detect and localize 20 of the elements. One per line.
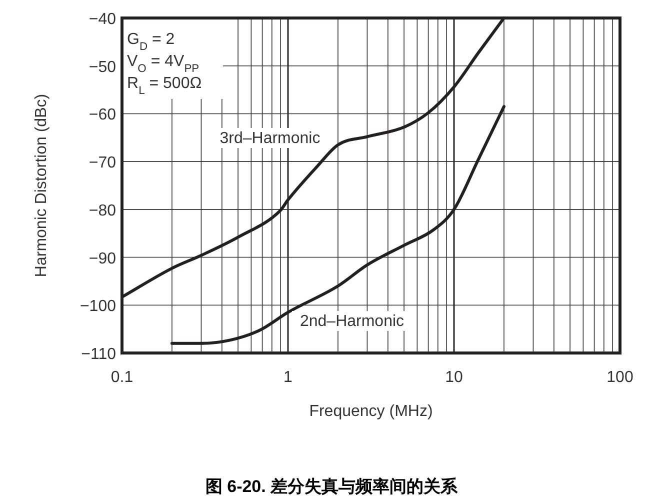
text: 图 6-20. 差分失真与频率间的关系	[205, 477, 459, 496]
x-tick-label: 0.1	[110, 369, 134, 386]
y-tick-label: −70	[88, 154, 116, 172]
y-tick-label: −60	[88, 106, 116, 124]
y-tick-label: −100	[80, 298, 116, 316]
y-axis-title: Harmonic Distortion (dBc)	[33, 94, 50, 278]
annotation: R$_{L}$ = 500Ω	[127, 75, 202, 97]
x-tick-label: 1	[284, 369, 293, 386]
x-axis-title: Frequency (MHz)	[309, 403, 433, 420]
y-tick-label: −40	[88, 11, 116, 28]
x-tick-label: 100	[606, 369, 634, 386]
series-label: 2nd–Harmonic	[300, 313, 404, 330]
y-tick-label: −50	[88, 58, 116, 76]
series-label: 3rd–Harmonic	[220, 130, 320, 147]
y-tick-label: −90	[88, 250, 116, 268]
y-tick-label: −110	[81, 346, 116, 363]
annotation: G$_{D}$ = 2	[127, 31, 175, 53]
annotation: V$_{O}$ = 4V$_{PP}$	[127, 53, 200, 75]
x-tick-label: 10	[445, 369, 463, 386]
y-tick-label: −80	[88, 202, 116, 220]
